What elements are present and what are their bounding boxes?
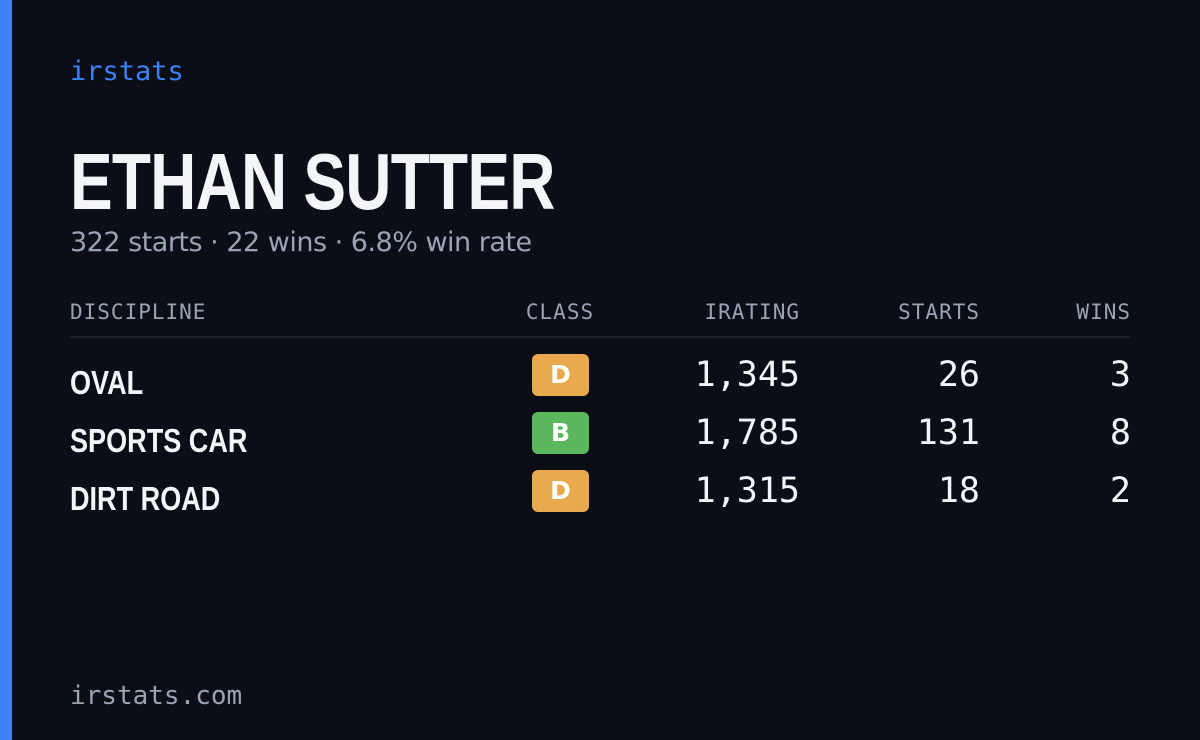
discipline: OVAL — [70, 364, 144, 401]
irating: 1,315 — [694, 471, 800, 511]
class-badge: D — [532, 354, 589, 396]
discipline: DIRT ROAD — [70, 480, 221, 517]
discipline: SPORTS CAR — [70, 422, 248, 459]
accent-bar — [0, 0, 12, 740]
column-header: IRATING — [704, 300, 800, 324]
starts: 131 — [916, 413, 980, 453]
starts: 26 — [937, 355, 980, 395]
column-header: CLASS — [525, 300, 595, 324]
wins: 8 — [1109, 413, 1131, 453]
class-badge: D — [532, 470, 589, 512]
irating: 1,785 — [694, 413, 800, 453]
column-header: DISCIPLINE — [70, 300, 207, 324]
driver-summary: 322 starts · 22 wins · 6.8% win rate — [70, 227, 532, 258]
brand: irstats — [70, 56, 184, 87]
header-rule — [70, 336, 1130, 338]
wins: 3 — [1109, 355, 1131, 395]
class-badge: B — [532, 412, 589, 454]
wins: 2 — [1109, 471, 1131, 511]
starts: 18 — [937, 471, 980, 511]
irating: 1,345 — [694, 355, 800, 395]
column-header: STARTS — [898, 300, 980, 324]
footer: irstats.com — [70, 681, 243, 711]
driver-name: ETHAN SUTTER — [70, 137, 555, 226]
column-header: WINS — [1076, 300, 1131, 324]
